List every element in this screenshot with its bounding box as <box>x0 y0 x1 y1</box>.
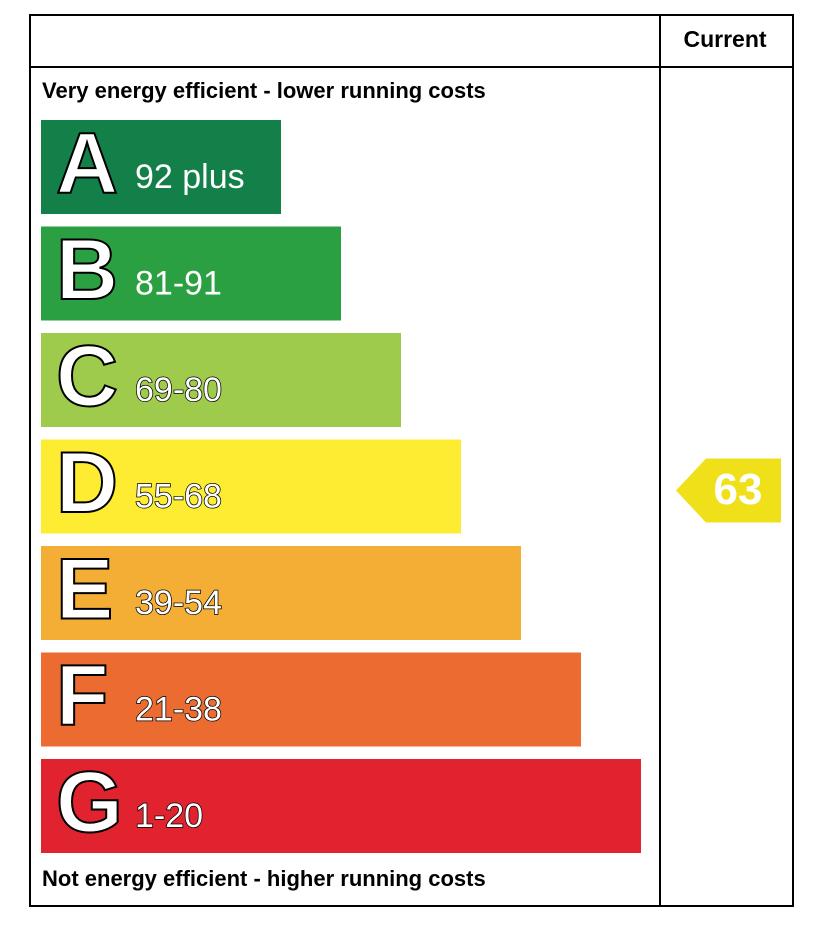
band-range: 39-54 <box>135 584 222 622</box>
band-range: 92 plus <box>135 158 245 196</box>
column-header: Current <box>683 26 766 52</box>
band-bar <box>41 439 461 534</box>
band-range: 21-38 <box>135 690 222 728</box>
band-range: 81-91 <box>135 264 222 302</box>
frame <box>29 14 794 907</box>
band-range: 1-20 <box>135 797 203 835</box>
band-letter: E <box>56 542 113 638</box>
band-letter: B <box>56 222 118 318</box>
band-bar <box>41 333 401 427</box>
band-bar <box>41 546 521 640</box>
current-rating: 63 <box>714 465 763 514</box>
current-arrow <box>676 458 781 523</box>
band-range: 55-68 <box>135 477 222 515</box>
band-bar <box>41 652 581 747</box>
top-note: Very energy efficient - lower running co… <box>42 78 486 103</box>
band-letter: C <box>56 329 118 425</box>
band-letter: F <box>56 648 109 744</box>
band-bar <box>41 226 341 321</box>
band-letter: G <box>56 755 123 851</box>
band-bar <box>41 120 281 214</box>
band-range: 69-80 <box>135 371 222 409</box>
band-letter: A <box>56 116 118 212</box>
bottom-note: Not energy efficient - higher running co… <box>42 866 486 891</box>
band-letter: D <box>56 435 118 531</box>
band-bar <box>41 759 641 853</box>
